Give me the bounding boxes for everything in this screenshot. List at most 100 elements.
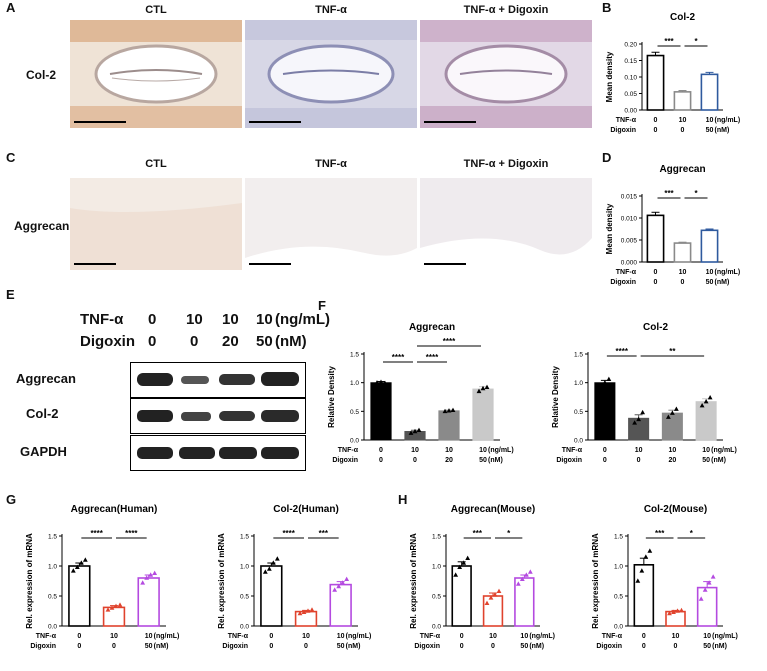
y-tick-label: 1.0 bbox=[614, 564, 623, 571]
condition-unit: (ng/mL) bbox=[715, 117, 741, 124]
histology-image-c-ctl bbox=[70, 178, 242, 270]
condition-value: 0 bbox=[603, 447, 607, 454]
panel-letter-d: D bbox=[602, 150, 612, 165]
y-axis-label: Rel. expression of mRNA bbox=[409, 533, 418, 629]
bar bbox=[594, 382, 616, 441]
condition-value: 0 bbox=[269, 643, 273, 650]
y-axis-label: Mean density bbox=[605, 203, 614, 254]
western-digoxin-value: 0 bbox=[148, 333, 157, 350]
condition-value: 0 bbox=[654, 269, 658, 276]
data-point bbox=[82, 557, 88, 562]
condition-value: 0 bbox=[413, 457, 417, 464]
chart-d-mean-density-aggrecan: Aggrecan Mean density 0.000 0.005 0.010 0.015… bbox=[600, 160, 767, 302]
significance-label: **** bbox=[392, 353, 405, 362]
western-blot-aggrecan bbox=[130, 362, 306, 398]
data-point bbox=[117, 602, 123, 607]
data-point bbox=[336, 583, 342, 589]
bar bbox=[646, 54, 665, 111]
significance-label: *** bbox=[655, 529, 665, 538]
y-tick-label: 1.0 bbox=[350, 380, 359, 387]
data-point bbox=[408, 430, 414, 435]
bar bbox=[673, 91, 692, 111]
y-tick-label: 0.00 bbox=[624, 108, 637, 115]
condition-label: Digoxin bbox=[610, 279, 636, 286]
bar bbox=[628, 417, 650, 441]
condition-label: Digoxin bbox=[332, 457, 358, 464]
condition-label: Digoxin bbox=[30, 643, 56, 650]
condition-label: Digoxin bbox=[414, 643, 440, 650]
data-point bbox=[698, 596, 704, 601]
condition-value: 10 bbox=[337, 633, 345, 640]
data-point bbox=[484, 384, 490, 390]
condition-value: 10 bbox=[302, 633, 310, 640]
data-point bbox=[527, 569, 533, 574]
significance-label: *** bbox=[473, 529, 483, 538]
y-axis-label: Rel. expression of mRNA bbox=[25, 533, 34, 629]
panel-letter-g: G bbox=[6, 492, 17, 507]
western-blot-col2 bbox=[130, 398, 306, 434]
significance-label: * bbox=[694, 189, 698, 198]
condition-value: 50 bbox=[479, 457, 487, 464]
data-point bbox=[640, 409, 646, 415]
condition-value: 10 bbox=[635, 447, 643, 454]
y-tick-label: 0.0 bbox=[614, 624, 623, 631]
histology-a-row-label: Col-2 bbox=[26, 68, 56, 82]
condition-unit: (ng/mL) bbox=[488, 447, 514, 454]
y-tick-label: 0.5 bbox=[574, 409, 583, 416]
y-tick-label: 0.20 bbox=[624, 42, 637, 49]
histology-a-col-title-tnf: TNF-α bbox=[315, 4, 347, 16]
data-point bbox=[484, 600, 490, 605]
significance-label: * bbox=[690, 529, 694, 538]
condition-value: 0 bbox=[112, 643, 116, 650]
condition-unit: (nM) bbox=[715, 127, 730, 134]
data-point bbox=[457, 564, 463, 569]
data-point bbox=[144, 575, 150, 580]
y-tick-label: 0.05 bbox=[624, 91, 637, 98]
western-digoxin-value: 20 bbox=[222, 333, 239, 350]
condition-value: 0 bbox=[642, 633, 646, 640]
condition-unit: (nM) bbox=[346, 643, 361, 650]
y-tick-label: 1.0 bbox=[240, 564, 249, 571]
condition-value: 0 bbox=[654, 127, 658, 134]
condition-value: 10 bbox=[702, 447, 710, 454]
condition-value: 10 bbox=[520, 633, 528, 640]
chart-title: Col-2 bbox=[670, 12, 695, 23]
y-tick-label: 0.0 bbox=[240, 624, 249, 631]
y-axis-label: Relative Density bbox=[327, 366, 336, 428]
data-point bbox=[378, 379, 384, 384]
condition-value: 0 bbox=[681, 279, 685, 286]
condition-value: 50 bbox=[702, 457, 710, 464]
condition-label: Digoxin bbox=[556, 457, 582, 464]
histology-c-col-title-tnf-digoxin: TNF-α + Digoxin bbox=[463, 158, 549, 170]
condition-value: 50 bbox=[706, 127, 714, 134]
chart-svg: Aggrecan(Mouse) Rel. expression of mRNA 0.… bbox=[409, 504, 555, 650]
bar bbox=[696, 586, 718, 627]
bar bbox=[633, 564, 655, 627]
y-tick-label: 0.015 bbox=[621, 194, 638, 201]
western-tnf-value: 10 bbox=[256, 311, 273, 328]
data-point bbox=[140, 580, 146, 585]
data-point bbox=[679, 607, 684, 613]
condition-value: 0 bbox=[379, 457, 383, 464]
data-point bbox=[476, 388, 482, 394]
condition-value: 0 bbox=[77, 633, 81, 640]
panel-letter-h: H bbox=[398, 492, 408, 507]
panel-letter-c: C bbox=[6, 150, 16, 165]
panel-letter-b: B bbox=[602, 0, 612, 15]
data-point bbox=[480, 385, 486, 391]
histology-image-c-tnf bbox=[245, 178, 417, 270]
data-point bbox=[344, 576, 350, 581]
histology-image-c-tnf-digoxin bbox=[420, 178, 592, 270]
data-point bbox=[274, 556, 280, 561]
chart-svg: Aggrecan Relative Density 0.0 0.5 1.0 1.5 ****… bbox=[327, 322, 514, 464]
bar bbox=[260, 565, 283, 627]
western-row-label-col2: Col-2 bbox=[26, 406, 59, 421]
western-tnf-value: 0 bbox=[148, 311, 157, 328]
condition-value: 50 bbox=[703, 643, 711, 650]
chart-title: Aggrecan bbox=[409, 322, 455, 333]
data-point bbox=[382, 380, 388, 386]
chart-title: Col-2 bbox=[643, 322, 668, 333]
condition-label: TNF-α bbox=[602, 633, 623, 640]
panel-letter-f: F bbox=[318, 298, 326, 313]
condition-value: 10 bbox=[489, 633, 497, 640]
